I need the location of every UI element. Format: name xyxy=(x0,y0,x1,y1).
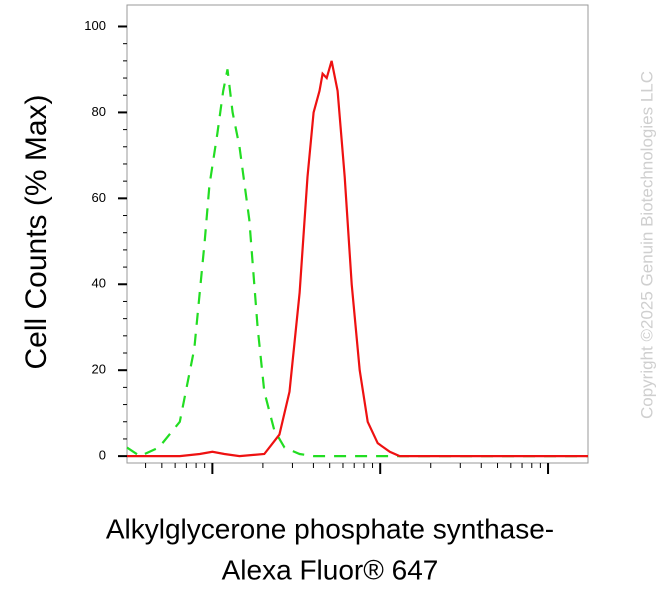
y-tick-label: 80 xyxy=(92,104,106,119)
y-tick-label: 20 xyxy=(92,362,106,377)
plot-frame xyxy=(126,4,589,464)
x-axis-label: Alkylglycerone phosphate synthase- xyxy=(106,513,554,544)
y-tick-label: 0 xyxy=(99,448,106,463)
y-tick-label: 40 xyxy=(92,276,106,291)
histogram-line xyxy=(127,60,588,458)
histogram-line xyxy=(126,69,588,458)
x-axis-label: Alexa Fluor® 647 xyxy=(222,554,439,585)
y-tick-label: 100 xyxy=(84,18,106,33)
watermark: Copyright ©2025 Genuin Biotechnologies L… xyxy=(637,71,656,419)
y-axis-label: Cell Counts (% Max) xyxy=(20,94,53,369)
y-tick-label: 60 xyxy=(92,190,106,205)
